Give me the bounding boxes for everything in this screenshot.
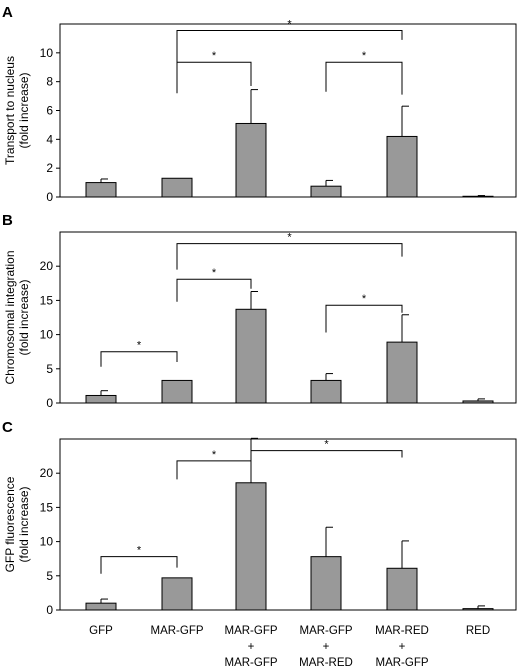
bar [235,122,267,198]
x-category-label: RED [466,625,490,637]
bar [85,602,117,611]
y-tick-label: 4 [46,132,53,146]
significance-star: * [137,545,142,557]
bar [462,608,494,611]
y-tick-label: 15 [40,500,54,514]
x-category-label: MAR-GFP [375,657,428,669]
y-tick-label: 10 [40,328,54,342]
significance-bracket [176,243,403,270]
y-tick-label: 8 [46,75,53,89]
significance-star: * [212,449,217,461]
bar [462,400,494,404]
significance-star: * [362,293,367,305]
y-axis-label: (fold increase) [17,486,31,562]
significance-star: * [212,50,217,62]
significance-star: * [137,340,142,352]
bar [310,556,342,611]
x-category-labels: GFP MAR-GFP MAR-GFP + MAR-GFP MAR-GFP + MAR-RED… [89,625,490,669]
y-tick-label: 2 [46,161,53,175]
significance-star: * [287,232,292,244]
panel-letter: C [2,419,13,436]
y-tick-label: 0 [46,603,53,617]
significance-bracket [325,61,403,95]
bar [85,182,117,198]
bar [235,308,267,404]
bar [161,577,193,611]
significance-star: * [212,267,217,279]
x-category-label: + [323,641,330,653]
y-tick-label: 20 [40,466,54,480]
y-tick-label: 10 [40,535,54,549]
x-category-label: MAR-RED [299,657,353,669]
panel-letter: B [2,212,13,229]
bar [386,567,418,611]
plot-frame [59,438,517,611]
x-category-label: MAR-GFP [150,625,203,637]
bar [235,482,267,611]
significance-star: * [287,18,292,30]
significance-bracket [176,29,403,78]
bar [462,195,494,198]
bar [161,177,193,198]
y-tick-label: 15 [40,293,54,307]
x-category-label: GFP [89,625,113,637]
bar [310,379,342,404]
y-tick-label: 0 [46,396,53,410]
y-tick-label: 0 [46,190,53,204]
x-category-label: + [248,641,255,653]
y-tick-label: 6 [46,104,53,118]
significance-bracket [100,556,178,574]
y-tick-label: 20 [40,259,54,273]
y-axis-label: GFP fluorescence [3,476,17,572]
bar [85,394,117,404]
x-category-label: MAR-GFP [299,625,352,637]
y-tick-label: 5 [46,362,53,376]
significance-star: * [324,439,329,451]
significance-bracket [176,460,252,480]
significance-bracket [176,61,252,94]
panel-c: C GFP fluorescence (fold increase) 0 5 10 15 20… [2,419,517,617]
significance-bracket [100,351,178,367]
y-tick-label: 5 [46,569,53,583]
x-category-label: MAR-RED [375,625,429,637]
significance-bracket [176,278,252,302]
x-category-label: MAR-GFP [224,657,277,669]
y-axis-label: (fold increase) [17,279,31,355]
y-axis-label: (fold increase) [17,72,31,148]
plot-frame [59,23,517,198]
bar [161,379,193,404]
bar [386,341,418,404]
x-category-label: + [399,641,406,653]
panel-a: A Transport to nucleus (fold increase) 0 2 4 6… [2,4,517,204]
y-axis-label: Transport to nucleus [3,56,17,165]
y-axis-label: Chromosomal integration [3,250,17,384]
panel-b: B Chromosomal integration (fold increase) 0… [2,212,517,410]
bar [310,185,342,198]
bar [386,135,418,198]
y-tick-label: 10 [40,46,54,60]
significance-bracket [250,450,403,483]
significance-star: * [362,50,367,62]
panel-letter: A [2,4,13,21]
significance-bracket [325,304,403,333]
x-category-label: MAR-GFP [224,625,277,637]
plot-frame [59,231,517,404]
